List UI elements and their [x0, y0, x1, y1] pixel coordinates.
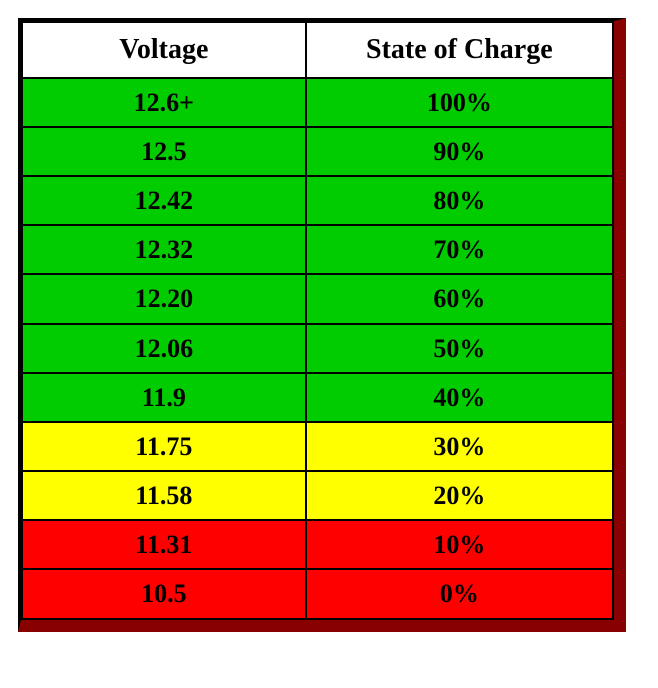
- voltage-charge-table: Voltage State of Charge 12.6+ 100% 12.5 …: [21, 21, 614, 620]
- table-header-row: Voltage State of Charge: [22, 22, 613, 78]
- table-row: 12.32 70%: [22, 225, 613, 274]
- cell-voltage: 11.31: [22, 520, 306, 569]
- table-row: 11.58 20%: [22, 471, 613, 520]
- cell-voltage: 11.58: [22, 471, 306, 520]
- cell-voltage: 12.42: [22, 176, 306, 225]
- table-row: 11.31 10%: [22, 520, 613, 569]
- cell-voltage: 12.06: [22, 324, 306, 373]
- cell-voltage: 12.5: [22, 127, 306, 176]
- cell-charge: 70%: [306, 225, 613, 274]
- cell-charge: 80%: [306, 176, 613, 225]
- cell-voltage: 12.32: [22, 225, 306, 274]
- cell-charge: 40%: [306, 373, 613, 422]
- header-voltage: Voltage: [22, 22, 306, 78]
- cell-voltage: 12.6+: [22, 78, 306, 127]
- cell-charge: 10%: [306, 520, 613, 569]
- cell-charge: 20%: [306, 471, 613, 520]
- table-row: 12.5 90%: [22, 127, 613, 176]
- table-row: 10.5 0%: [22, 569, 613, 618]
- cell-charge: 60%: [306, 274, 613, 323]
- cell-voltage: 10.5: [22, 569, 306, 618]
- cell-charge: 90%: [306, 127, 613, 176]
- table-row: 12.20 60%: [22, 274, 613, 323]
- cell-voltage: 12.20: [22, 274, 306, 323]
- cell-charge: 0%: [306, 569, 613, 618]
- table-row: 11.75 30%: [22, 422, 613, 471]
- cell-charge: 50%: [306, 324, 613, 373]
- table-row: 12.42 80%: [22, 176, 613, 225]
- table-row: 12.06 50%: [22, 324, 613, 373]
- table-body: 12.6+ 100% 12.5 90% 12.42 80% 12.32 70% …: [22, 78, 613, 619]
- cell-charge: 100%: [306, 78, 613, 127]
- table-row: 12.6+ 100%: [22, 78, 613, 127]
- cell-voltage: 11.9: [22, 373, 306, 422]
- cell-charge: 30%: [306, 422, 613, 471]
- header-charge: State of Charge: [306, 22, 613, 78]
- table-row: 11.9 40%: [22, 373, 613, 422]
- voltage-charge-table-container: Voltage State of Charge 12.6+ 100% 12.5 …: [18, 18, 626, 632]
- cell-voltage: 11.75: [22, 422, 306, 471]
